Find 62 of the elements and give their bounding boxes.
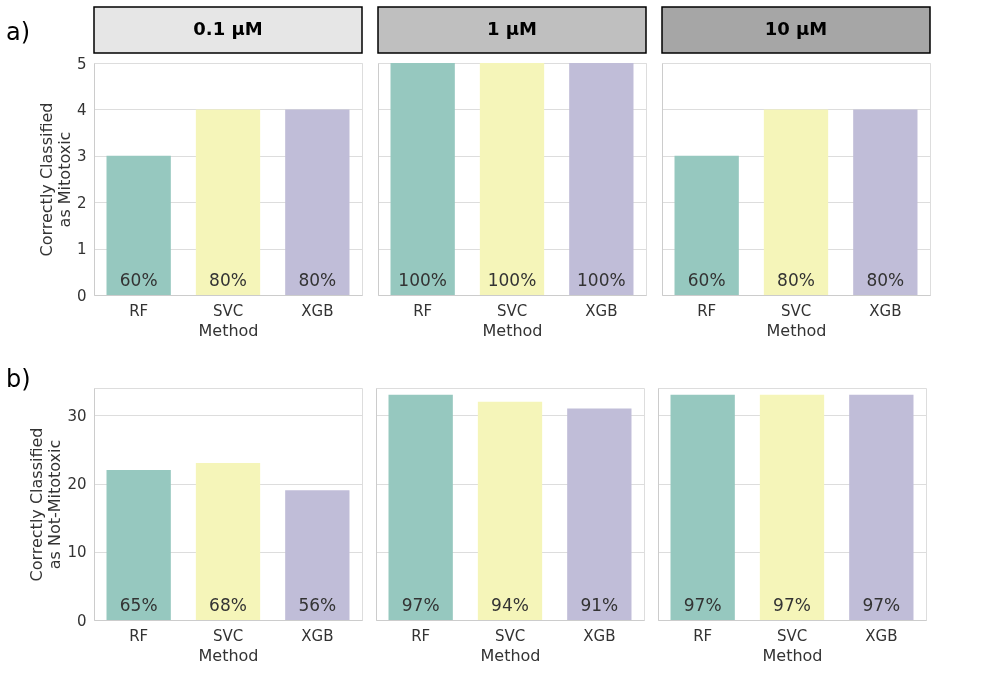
x-tick-label: XGB bbox=[585, 301, 618, 320]
annotation: 60% bbox=[119, 270, 158, 290]
y-tick-label: 3 bbox=[76, 147, 87, 166]
x-axis-title: Method bbox=[766, 320, 827, 340]
annotation: 80% bbox=[298, 270, 337, 290]
x-tick-label: RF bbox=[697, 301, 717, 320]
annotation: 97% bbox=[401, 595, 440, 615]
y-tick-label: 1 bbox=[76, 240, 87, 259]
x-tick-label: XGB bbox=[869, 301, 902, 320]
x-tick-label: XGB bbox=[583, 626, 616, 645]
annotation: 56% bbox=[298, 595, 337, 615]
bar bbox=[285, 490, 350, 620]
y-tick-label: 0 bbox=[76, 286, 87, 305]
x-axis-title: Method bbox=[480, 645, 541, 665]
chart-title: 10 µM bbox=[764, 18, 828, 39]
annotation: 97% bbox=[683, 595, 722, 615]
x-axis-title: Method bbox=[762, 645, 823, 665]
x-tick-label: SVC bbox=[776, 626, 808, 645]
x-tick-label: RF bbox=[413, 301, 433, 320]
annotation: 100% bbox=[398, 270, 447, 290]
y-tick-label: 4 bbox=[76, 100, 87, 119]
text: a) bbox=[6, 18, 31, 46]
text: b) bbox=[6, 365, 31, 393]
annotation: 60% bbox=[687, 270, 726, 290]
x-axis-title: Method bbox=[198, 320, 259, 340]
x-tick-label: SVC bbox=[212, 626, 244, 645]
x-tick-label: XGB bbox=[301, 301, 334, 320]
y-axis-title: Correctly Classified as Not-Mitotoxic bbox=[27, 427, 65, 582]
x-tick-label: SVC bbox=[496, 301, 528, 320]
y-tick-label: 10 bbox=[67, 543, 87, 562]
annotation: 91% bbox=[580, 595, 619, 615]
annotation: 80% bbox=[209, 270, 247, 290]
annotation: 100% bbox=[577, 270, 626, 290]
y-axis-title: Correctly Classified as Mitotoxic bbox=[36, 102, 74, 257]
annotation: 97% bbox=[773, 595, 811, 615]
x-tick-label: SVC bbox=[494, 626, 526, 645]
chart-title: 0.1 µM bbox=[193, 18, 263, 39]
x-tick-label: XGB bbox=[865, 626, 898, 645]
bar bbox=[195, 463, 261, 620]
annotation: 100% bbox=[487, 270, 537, 290]
x-tick-label: RF bbox=[693, 626, 713, 645]
x-tick-label: RF bbox=[129, 301, 149, 320]
annotation: 80% bbox=[866, 270, 905, 290]
annotation: 68% bbox=[209, 595, 247, 615]
y-tick-label: 5 bbox=[76, 54, 87, 73]
x-axis-title: Method bbox=[198, 645, 259, 665]
bar bbox=[106, 469, 171, 620]
chart-title: 1 µM bbox=[487, 18, 537, 39]
y-tick-label: 30 bbox=[67, 406, 87, 425]
x-tick-label: RF bbox=[129, 626, 149, 645]
x-tick-label: RF bbox=[411, 626, 431, 645]
annotation: 80% bbox=[777, 270, 815, 290]
annotation: 65% bbox=[119, 595, 158, 615]
y-tick-label: 20 bbox=[67, 475, 87, 494]
x-axis-title: Method bbox=[482, 320, 543, 340]
x-tick-label: XGB bbox=[301, 626, 334, 645]
annotation: 94% bbox=[491, 595, 529, 615]
x-tick-label: SVC bbox=[212, 301, 244, 320]
annotation: 97% bbox=[862, 595, 901, 615]
y-tick-label: 2 bbox=[76, 193, 87, 212]
x-tick-label: SVC bbox=[780, 301, 812, 320]
y-tick-label: 0 bbox=[76, 611, 87, 630]
